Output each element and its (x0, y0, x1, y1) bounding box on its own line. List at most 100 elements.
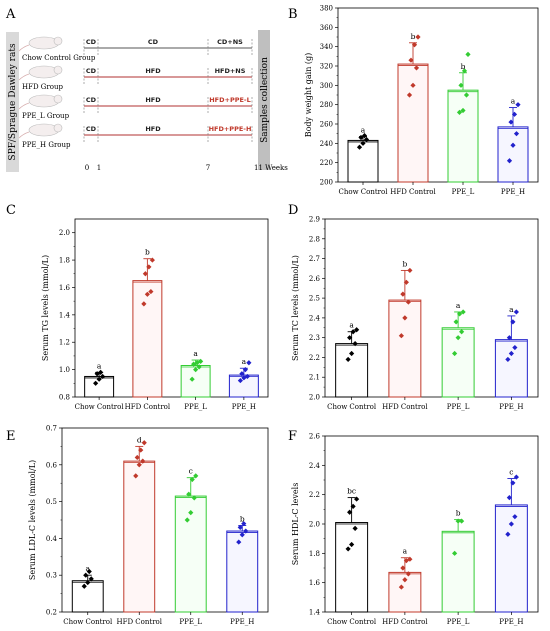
data-point (189, 476, 195, 483)
significance-letter: a (456, 301, 461, 310)
data-point (505, 356, 511, 363)
chart-panel-b: B 200 220 240 260 280 300 320 340 360 380 Body weig… (288, 5, 539, 196)
data-point (358, 134, 364, 141)
rat-head-icon (53, 65, 63, 75)
collection-label-box (258, 30, 270, 170)
group-name-label: PPE_H Group (22, 141, 71, 149)
y-tick-label: 2.8 (309, 235, 320, 243)
data-point (411, 42, 418, 48)
y-axis-label: Body weight gain (g) (304, 53, 313, 138)
data-point (237, 377, 243, 384)
y-tick-label: 380 (320, 5, 333, 13)
x-tick-label: HFD Control (382, 403, 428, 411)
data-point (136, 462, 142, 468)
y-tick-label: 1.0 (59, 366, 70, 374)
y-tick-label: 280 (320, 101, 333, 109)
data-point (452, 550, 458, 556)
data-point (413, 65, 420, 71)
data-point (191, 495, 197, 501)
data-point (460, 107, 466, 114)
data-point (510, 319, 516, 325)
data-point (465, 51, 471, 57)
bar (441, 530, 475, 613)
bar (226, 530, 259, 613)
timeline-week-label: 1 (97, 164, 101, 172)
y-tick-label: 2.9 (309, 216, 320, 224)
diet-segment-label: HFD (145, 67, 161, 75)
diet-segment-label: HFD (145, 96, 161, 104)
data-point (415, 34, 421, 40)
data-point (349, 350, 355, 357)
y-tick-label: 200 (320, 179, 333, 187)
data-point (347, 509, 353, 515)
significance-letter: d (137, 435, 142, 444)
significance-letter: a (511, 97, 516, 106)
bar (441, 327, 475, 398)
data-point (407, 267, 413, 274)
y-tick-label: 0.3 (46, 572, 57, 580)
y-tick-label: 220 (320, 159, 333, 167)
data-point (407, 556, 413, 562)
data-point (241, 375, 247, 381)
y-tick-label: 320 (320, 63, 333, 71)
y-tick-label: 2.4 (309, 462, 321, 470)
data-point (458, 82, 464, 88)
panel-letter-a: A (5, 7, 16, 22)
significance-letter: b (411, 32, 416, 41)
data-point (405, 571, 411, 577)
data-point (189, 376, 195, 382)
bar (494, 339, 528, 398)
data-point (508, 521, 514, 527)
y-tick-label: 0.7 (46, 425, 57, 433)
y-tick-label: 1.8 (59, 257, 70, 265)
data-point (403, 279, 409, 285)
study-group-row: PPE_L Group CD HFD HFD+PPE-L (18, 94, 253, 120)
x-tick-label: HFD Control (125, 403, 171, 411)
data-point (457, 311, 463, 317)
data-point (98, 369, 104, 375)
data-point (243, 528, 249, 534)
y-tick-label: 1.6 (59, 284, 71, 292)
data-point (83, 572, 89, 578)
data-point (513, 474, 519, 480)
data-point (506, 335, 512, 341)
data-point (142, 271, 148, 277)
y-tick-label: 0.5 (46, 498, 57, 506)
data-point (363, 136, 370, 143)
y-tick-label: 2.7 (309, 255, 320, 263)
diet-segment-label: CD (148, 38, 159, 46)
data-point (81, 583, 87, 589)
data-point (350, 503, 356, 509)
diet-segment-label: CD (86, 67, 97, 75)
data-point (398, 333, 404, 339)
data-point (405, 299, 411, 305)
study-group-row: HFD Group CD HFD HFD+NS (18, 65, 253, 91)
significance-letter: a (97, 361, 102, 370)
x-tick-label: PPE_H (499, 618, 523, 626)
rat-tail-icon (18, 131, 30, 139)
data-point (513, 309, 519, 315)
data-point (86, 568, 92, 575)
data-point (140, 458, 146, 464)
data-point (512, 344, 518, 351)
data-point (513, 131, 520, 137)
significance-letter: b (240, 515, 245, 524)
data-point (398, 584, 404, 590)
y-tick-label: 2.0 (309, 521, 320, 529)
data-point (246, 360, 252, 366)
diet-segment-label: HFD+NS (215, 67, 246, 75)
significance-letter: b (456, 509, 461, 518)
data-point (188, 510, 194, 516)
y-tick-label: 0.4 (46, 535, 58, 543)
data-point (456, 109, 463, 115)
data-point (239, 371, 245, 377)
significance-letter: a (86, 564, 91, 573)
x-tick-label: Chow Control (327, 618, 377, 626)
study-group-row: Chow Control Group CD CD CD+NS (18, 36, 253, 62)
data-point (402, 315, 408, 321)
data-point (85, 579, 91, 586)
side-label-rats: SPF/Sprague Dawley rats (8, 43, 18, 161)
data-point (461, 68, 468, 74)
data-point (505, 531, 511, 537)
data-point (506, 495, 512, 501)
